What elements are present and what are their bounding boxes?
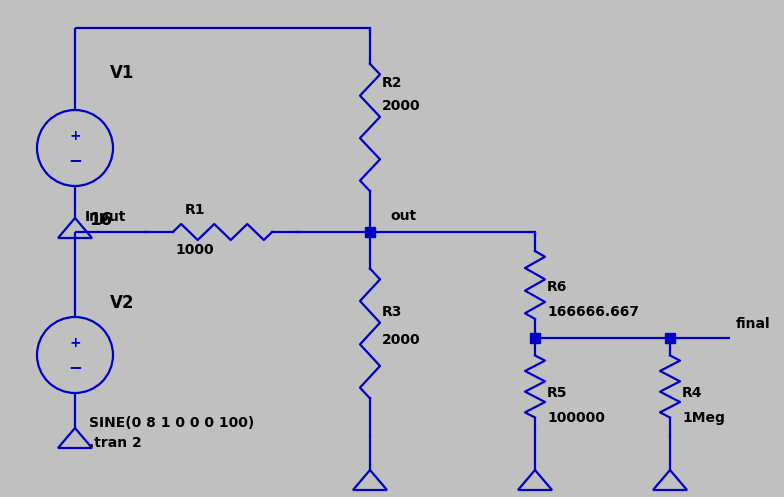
Text: 166666.667: 166666.667	[547, 305, 639, 319]
Text: R3: R3	[382, 305, 402, 319]
Text: 16: 16	[89, 211, 112, 229]
Text: R5: R5	[547, 386, 568, 400]
Text: −: −	[68, 358, 82, 376]
Text: R4: R4	[682, 386, 702, 400]
Text: 2000: 2000	[382, 99, 421, 113]
Text: SINE(0 8 1 0 0 0 100): SINE(0 8 1 0 0 0 100)	[89, 416, 254, 430]
Text: 2000: 2000	[382, 333, 421, 347]
Text: 1Meg: 1Meg	[682, 411, 725, 425]
Text: +: +	[69, 129, 81, 143]
Text: +: +	[69, 336, 81, 350]
Text: R1: R1	[185, 203, 205, 217]
Text: 1000: 1000	[175, 243, 213, 257]
Text: −: −	[68, 151, 82, 169]
Text: V1: V1	[110, 64, 134, 82]
Text: R2: R2	[382, 76, 402, 90]
Text: Input: Input	[85, 210, 126, 224]
Text: V2: V2	[110, 294, 135, 312]
Text: 100000: 100000	[547, 411, 605, 425]
Text: .tran 2: .tran 2	[89, 436, 142, 450]
Text: R6: R6	[547, 280, 568, 294]
Text: out: out	[390, 209, 416, 223]
Text: final: final	[736, 317, 771, 331]
